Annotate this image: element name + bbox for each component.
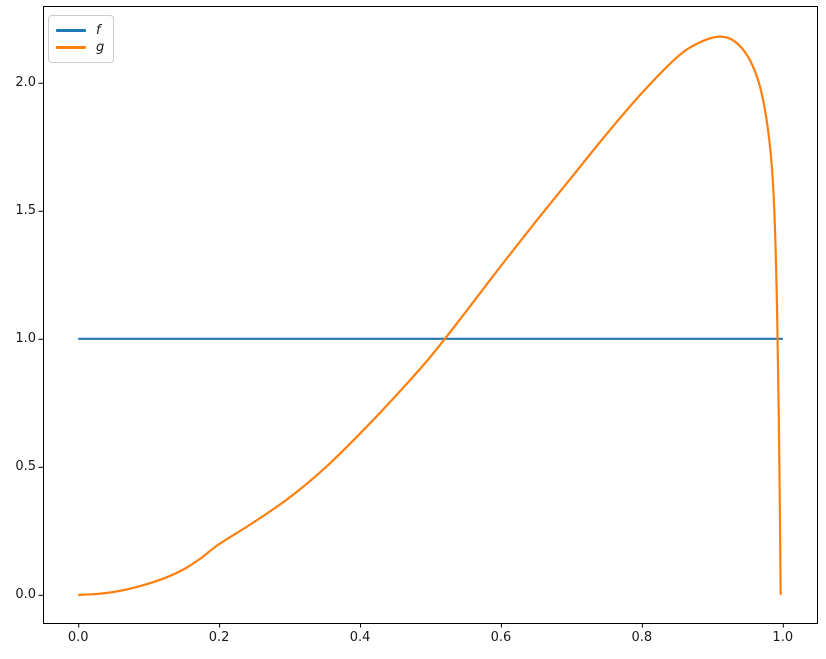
legend: f g	[48, 15, 115, 63]
x-tick-label: 1.0	[772, 630, 794, 645]
x-tick-label: 0.4	[349, 630, 371, 645]
y-tick-label: 0.0	[15, 586, 36, 602]
x-tick-label: 0.0	[67, 630, 89, 645]
x-tick-label: 0.2	[208, 630, 230, 645]
legend-line-g-icon	[56, 46, 86, 49]
y-tick-label: 0.5	[15, 458, 36, 474]
y-tick-label: 1.5	[15, 202, 36, 218]
legend-label-g: g	[96, 40, 105, 55]
legend-label-f: f	[96, 23, 101, 38]
x-tick-label: 0.6	[490, 630, 512, 645]
legend-item-g: g	[56, 39, 104, 56]
series-lines	[78, 35, 783, 596]
x-tick-label: 0.8	[631, 630, 653, 645]
y-tick-label: 1.0	[15, 330, 36, 346]
tick-marks	[38, 82, 784, 628]
axes-frame	[43, 6, 818, 624]
legend-line-f-icon	[56, 29, 86, 32]
legend-item-f: f	[56, 22, 104, 39]
y-tick-label: 2.0	[15, 74, 36, 90]
series-line-g	[78, 35, 782, 596]
